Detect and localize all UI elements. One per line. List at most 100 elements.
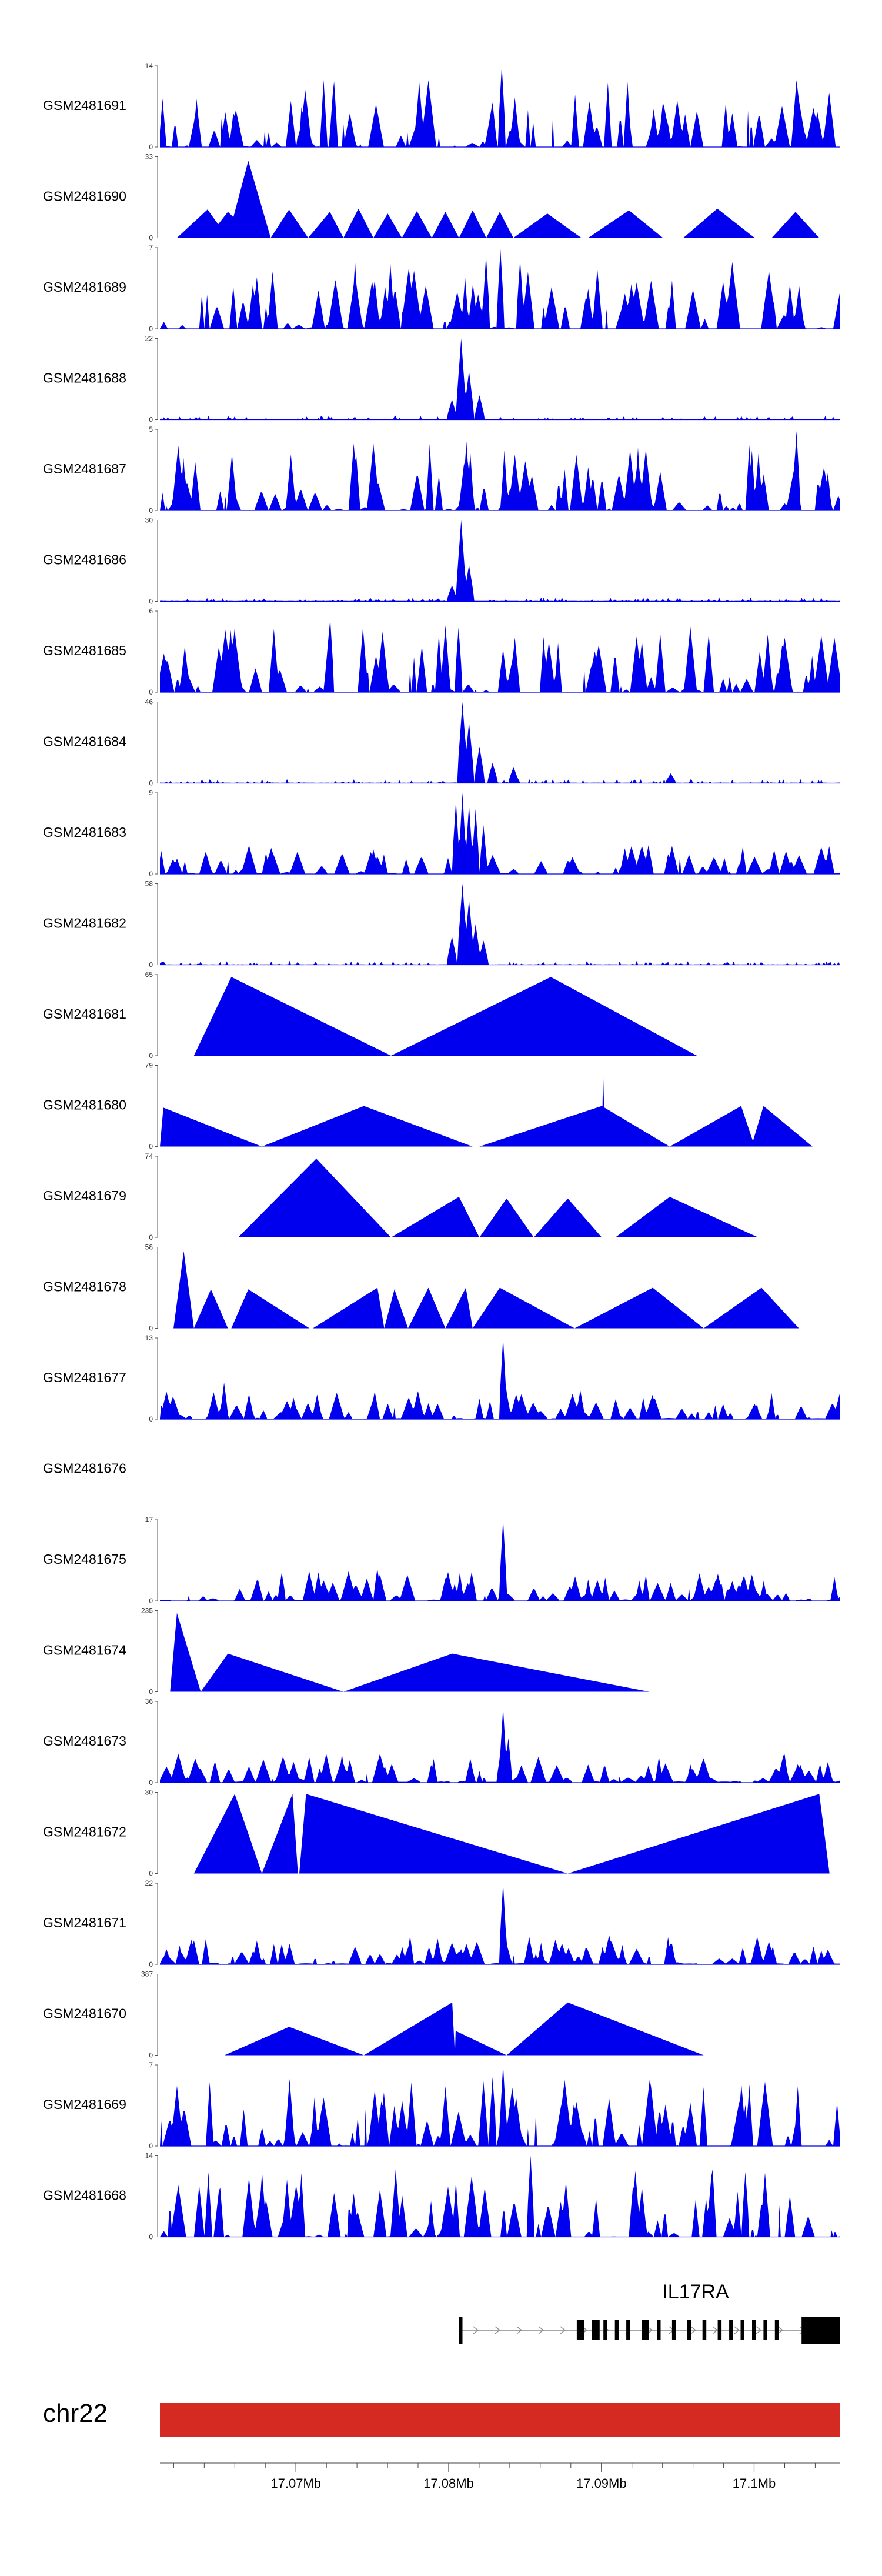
track-GSM2481670: GSM2481670 387 0 bbox=[43, 1970, 704, 2060]
track-ymax-label: 14 bbox=[145, 2152, 153, 2160]
track-ymin-label: 0 bbox=[149, 416, 153, 424]
track-ymin-label: 0 bbox=[149, 870, 153, 878]
coverage-area bbox=[238, 1159, 759, 1237]
track-label: GSM2481672 bbox=[43, 1824, 126, 1840]
track-GSM2481668: GSM2481668 14 0 bbox=[43, 2152, 840, 2241]
gene-model-track: IL17RA bbox=[459, 2281, 840, 2344]
coverage-area bbox=[173, 1251, 799, 1329]
track-ymax-label: 74 bbox=[145, 1152, 153, 1160]
axis-tick-label: 17.09Mb bbox=[576, 2476, 627, 2491]
track-ymax-label: 33 bbox=[145, 153, 153, 161]
coverage-area bbox=[160, 1883, 840, 1964]
track-GSM2481686: GSM2481686 30 0 bbox=[43, 516, 840, 606]
track-ymax-label: 14 bbox=[145, 62, 153, 70]
gene-exon bbox=[626, 2320, 630, 2340]
track-ymax-label: 7 bbox=[149, 2061, 153, 2069]
track-ymin-label: 0 bbox=[149, 1960, 153, 1968]
strand-arrow-icon bbox=[538, 2326, 544, 2334]
coverage-area bbox=[160, 619, 840, 692]
strand-arrow-icon bbox=[712, 2326, 719, 2334]
track-ymin-label: 0 bbox=[149, 1778, 153, 1787]
track-ymax-label: 58 bbox=[145, 880, 153, 888]
track-ymin-label: 0 bbox=[149, 1143, 153, 1151]
track-GSM2481672: GSM2481672 30 0 bbox=[43, 1788, 830, 1878]
track-ymin-label: 0 bbox=[149, 688, 153, 696]
track-GSM2481678: GSM2481678 58 0 bbox=[43, 1243, 799, 1333]
track-GSM2481676: GSM2481676 bbox=[43, 1461, 126, 1476]
track-label: GSM2481683 bbox=[43, 825, 126, 840]
strand-arrow-icon bbox=[495, 2326, 501, 2334]
track-ymin-label: 0 bbox=[149, 1597, 153, 1605]
track-ymin-label: 0 bbox=[149, 2233, 153, 2241]
gene-exon bbox=[592, 2320, 600, 2340]
track-label: GSM2481668 bbox=[43, 2188, 126, 2203]
track-ymax-label: 6 bbox=[149, 607, 153, 615]
track-GSM2481689: GSM2481689 7 0 bbox=[43, 243, 840, 333]
track-ymax-label: 5 bbox=[149, 425, 153, 433]
track-ymin-label: 0 bbox=[149, 234, 153, 242]
strand-arrow-icon bbox=[734, 2326, 740, 2334]
gene-exon bbox=[657, 2320, 661, 2340]
track-label: GSM2481671 bbox=[43, 1915, 126, 1930]
track-label: GSM2481687 bbox=[43, 461, 126, 476]
gene-exon bbox=[801, 2317, 840, 2344]
gene-exon bbox=[752, 2320, 756, 2340]
track-ymax-label: 58 bbox=[145, 1243, 153, 1252]
axis-tick-label: 17.07Mb bbox=[270, 2476, 321, 2491]
track-GSM2481680: GSM2481680 79 0 bbox=[43, 1062, 813, 1151]
track-ymin-label: 0 bbox=[149, 961, 153, 969]
track-label: GSM2481688 bbox=[43, 371, 126, 386]
gene-exon bbox=[729, 2320, 733, 2340]
track-label: GSM2481669 bbox=[43, 2097, 126, 2112]
track-GSM2481677: GSM2481677 13 0 bbox=[43, 1334, 840, 1423]
gene-exon bbox=[717, 2320, 722, 2340]
genomic-axis: 17.07Mb 17.08Mb 17.09Mb 17.1Mb bbox=[160, 2462, 840, 2491]
track-GSM2481675: GSM2481675 17 0 bbox=[43, 1516, 840, 1605]
track-ymax-label: 387 bbox=[141, 1970, 153, 1978]
track-GSM2481674: GSM2481674 235 0 bbox=[43, 1607, 650, 1696]
strand-arrow-icon bbox=[473, 2326, 479, 2334]
track-ymin-label: 0 bbox=[149, 1052, 153, 1060]
track-GSM2481688: GSM2481688 22 0 bbox=[43, 335, 840, 424]
track-label: GSM2481677 bbox=[43, 1370, 126, 1385]
track-GSM2481669: GSM2481669 7 0 bbox=[43, 2061, 840, 2150]
track-ymin-label: 0 bbox=[149, 2051, 153, 2060]
coverage-area bbox=[193, 1794, 830, 1874]
gene-exon bbox=[763, 2320, 767, 2340]
track-label: GSM2481678 bbox=[43, 1279, 126, 1294]
coverage-area bbox=[160, 431, 840, 510]
gene-exon bbox=[603, 2320, 607, 2340]
track-label: GSM2481670 bbox=[43, 2006, 126, 2021]
track-GSM2481691: GSM2481691 14 0 bbox=[43, 62, 840, 151]
gene-exon bbox=[614, 2320, 619, 2340]
gene-name-label: IL17RA bbox=[662, 2281, 729, 2303]
coverage-area bbox=[160, 1708, 840, 1783]
chromosome-label: chr22 bbox=[43, 2399, 108, 2428]
track-GSM2481690: GSM2481690 33 0 bbox=[43, 153, 820, 242]
track-label: GSM2481681 bbox=[43, 1006, 126, 1022]
track-ymin-label: 0 bbox=[149, 1233, 153, 1242]
track-ymin-label: 0 bbox=[149, 779, 153, 788]
gene-exon bbox=[642, 2320, 649, 2340]
gene-exon bbox=[576, 2320, 584, 2340]
track-ymax-label: 13 bbox=[145, 1334, 153, 1342]
track-label: GSM2481686 bbox=[43, 552, 126, 568]
gene-exon bbox=[671, 2320, 676, 2340]
coverage-area bbox=[224, 2002, 704, 2056]
track-ymax-label: 7 bbox=[149, 243, 153, 252]
gene-exon bbox=[702, 2320, 707, 2340]
track-label: GSM2481682 bbox=[43, 916, 126, 931]
gene-exon bbox=[459, 2317, 463, 2344]
track-GSM2481684: GSM2481684 46 0 bbox=[43, 698, 840, 788]
coverage-area bbox=[176, 161, 820, 238]
track-ymax-label: 17 bbox=[145, 1516, 153, 1524]
coverage-area bbox=[160, 1338, 840, 1419]
track-ymin-label: 0 bbox=[149, 325, 153, 333]
track-ymax-label: 9 bbox=[149, 789, 153, 797]
gene-exon bbox=[774, 2320, 779, 2340]
track-ymax-label: 30 bbox=[145, 1788, 153, 1797]
coverage-area bbox=[160, 1520, 840, 1601]
track-GSM2481681: GSM2481681 65 0 bbox=[43, 970, 697, 1060]
track-label: GSM2481685 bbox=[43, 643, 126, 658]
